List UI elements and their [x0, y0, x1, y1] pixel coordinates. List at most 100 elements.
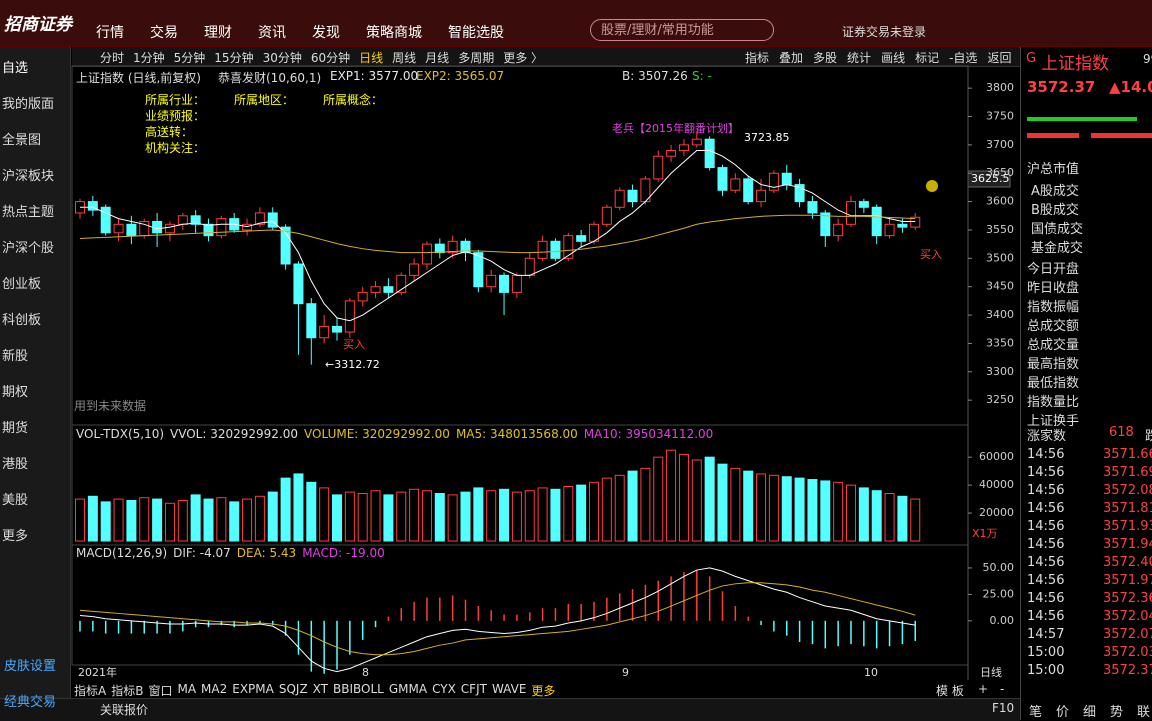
- volume-bar: [306, 481, 317, 542]
- sidebar-item[interactable]: 创业板: [2, 277, 42, 292]
- period-tab[interactable]: 30分钟: [262, 51, 302, 65]
- sidebar-item[interactable]: 港股: [2, 457, 29, 472]
- sidebar-item[interactable]: 期货: [2, 421, 29, 436]
- indicator-tab[interactable]: 更多: [531, 684, 556, 698]
- period-tab[interactable]: 1分钟: [133, 51, 165, 65]
- period-tab[interactable]: 月线: [425, 51, 450, 65]
- period-tab[interactable]: 日线: [359, 51, 384, 65]
- sidebar-item[interactable]: 美股: [2, 493, 29, 508]
- sidebar-item[interactable]: 新股: [2, 349, 29, 364]
- sidebar-item[interactable]: 全景图: [2, 133, 42, 148]
- period-tab[interactable]: 更多 〉: [503, 51, 544, 65]
- period-tab[interactable]: 5分钟: [173, 51, 206, 65]
- volume-bar: [666, 449, 677, 542]
- sidebar-item[interactable]: 沪深个股: [2, 241, 55, 256]
- indicator-tab[interactable]: EXPMA: [232, 682, 274, 696]
- menu-item[interactable]: 行情: [96, 25, 124, 41]
- candle-body: [383, 286, 394, 293]
- f10[interactable]: F10: [992, 701, 1015, 715]
- indicator-tab[interactable]: MA2: [201, 682, 228, 696]
- y-tick-label: 3700: [986, 138, 1014, 151]
- trade-price: 3572.08: [1103, 483, 1152, 498]
- sidebar-item[interactable]: 科创板: [2, 313, 42, 328]
- candle-body: [897, 223, 908, 228]
- volume-bar: [807, 479, 818, 542]
- sidebar-item[interactable]: 期权: [2, 385, 29, 400]
- ma-line: [79, 582, 916, 656]
- period-tab[interactable]: 15分钟: [214, 51, 254, 65]
- tool-button[interactable]: 画线: [881, 51, 906, 65]
- indicator-tab[interactable]: 窗口: [148, 684, 173, 698]
- volume-header: VOLUME: 320292992.00: [304, 427, 450, 441]
- indicator-tab[interactable]: XT: [312, 682, 329, 696]
- zoom-in[interactable]: +: [978, 682, 989, 696]
- chart-name: 上证指数 (日线,前复权): [76, 71, 201, 85]
- search-box[interactable]: 股票/理财/常用功能: [590, 19, 774, 41]
- tool-button[interactable]: 叠加: [779, 51, 804, 65]
- sidebar-item[interactable]: 皮肤设置: [4, 659, 57, 674]
- panel-tab[interactable]: 联: [1137, 705, 1151, 720]
- exp1: EXP1: 3577.00: [330, 69, 419, 83]
- sidebar-item[interactable]: 我的版面: [2, 97, 55, 112]
- volume-bar: [614, 474, 625, 542]
- trade-time: 14:56: [1027, 519, 1065, 534]
- period-tab[interactable]: 多周期: [458, 51, 495, 65]
- menu-item[interactable]: 智能选股: [448, 25, 504, 41]
- indicator-tab[interactable]: CYX: [432, 682, 456, 696]
- volume-bar: [781, 476, 792, 542]
- trade-price: 3571.97: [1103, 573, 1152, 588]
- period-tab[interactable]: 分时: [100, 51, 125, 65]
- candle-body: [370, 286, 381, 293]
- indicator-tab[interactable]: 指标A: [74, 684, 107, 698]
- menu-item[interactable]: 资讯: [258, 25, 286, 41]
- period-tab[interactable]: 周线: [392, 51, 417, 65]
- indicator-tab[interactable]: GMMA: [388, 682, 428, 696]
- volume-bar: [100, 501, 111, 542]
- period-tab[interactable]: 60分钟: [310, 51, 351, 65]
- panel-tab[interactable]: 细: [1083, 705, 1097, 720]
- sidebar-item[interactable]: 自选: [2, 61, 29, 76]
- sidebar-item[interactable]: 沪深板块: [2, 169, 55, 184]
- info-label: 业绩预报：: [145, 109, 206, 123]
- y-tick-label: 3500: [986, 251, 1014, 264]
- menu-item[interactable]: 策略商城: [366, 25, 422, 41]
- tool-button[interactable]: 标记: [915, 51, 940, 65]
- panel-tab[interactable]: 笔: [1029, 705, 1043, 720]
- tool-button[interactable]: 指标: [745, 51, 770, 65]
- candle-body: [614, 189, 625, 208]
- candle-body: [280, 226, 291, 265]
- tool-button[interactable]: -自选: [949, 51, 978, 65]
- panel-tab[interactable]: 势: [1110, 705, 1124, 720]
- menu-item[interactable]: 理财: [204, 25, 232, 41]
- login-status[interactable]: 证券交易未登录: [842, 25, 927, 39]
- sidebar-item[interactable]: 经典交易: [4, 695, 57, 710]
- volume-bar: [640, 467, 651, 542]
- volume-bar: [164, 502, 175, 542]
- menu-item[interactable]: 发现: [312, 25, 340, 41]
- zoom-out[interactable]: -: [1000, 682, 1005, 696]
- panel-tab[interactable]: 价: [1056, 705, 1070, 720]
- tool-button[interactable]: 多股: [813, 51, 838, 65]
- indicator-tab[interactable]: WAVE: [491, 682, 527, 696]
- tool-button[interactable]: 统计: [847, 51, 872, 65]
- indicator-tab[interactable]: BBIBOLL: [333, 682, 384, 696]
- volume-header: MA5: 348013568.00: [455, 427, 578, 441]
- indicator-tab[interactable]: CFJT: [460, 682, 487, 696]
- indicator-tab[interactable]: MA: [177, 682, 197, 696]
- trade-time: 14:56: [1027, 465, 1065, 480]
- template[interactable]: 模 板: [936, 684, 964, 698]
- candle-body: [576, 235, 587, 242]
- cursor-price: 3625.5: [971, 172, 1010, 185]
- candle-body: [447, 240, 458, 254]
- menu-item[interactable]: 交易: [150, 25, 178, 41]
- volume-bar: [691, 459, 702, 542]
- time-label: 8: [362, 666, 369, 679]
- tool-button[interactable]: 返回: [987, 51, 1012, 65]
- sidebar-item[interactable]: 热点主题: [2, 205, 55, 220]
- related-quote[interactable]: 关联报价: [100, 703, 149, 717]
- sidebar-item[interactable]: 更多: [2, 529, 29, 544]
- indicator-tab[interactable]: 指标B: [111, 684, 144, 698]
- trade-price: 3571.66: [1103, 447, 1152, 462]
- indicator-tab[interactable]: SQJZ: [278, 682, 308, 696]
